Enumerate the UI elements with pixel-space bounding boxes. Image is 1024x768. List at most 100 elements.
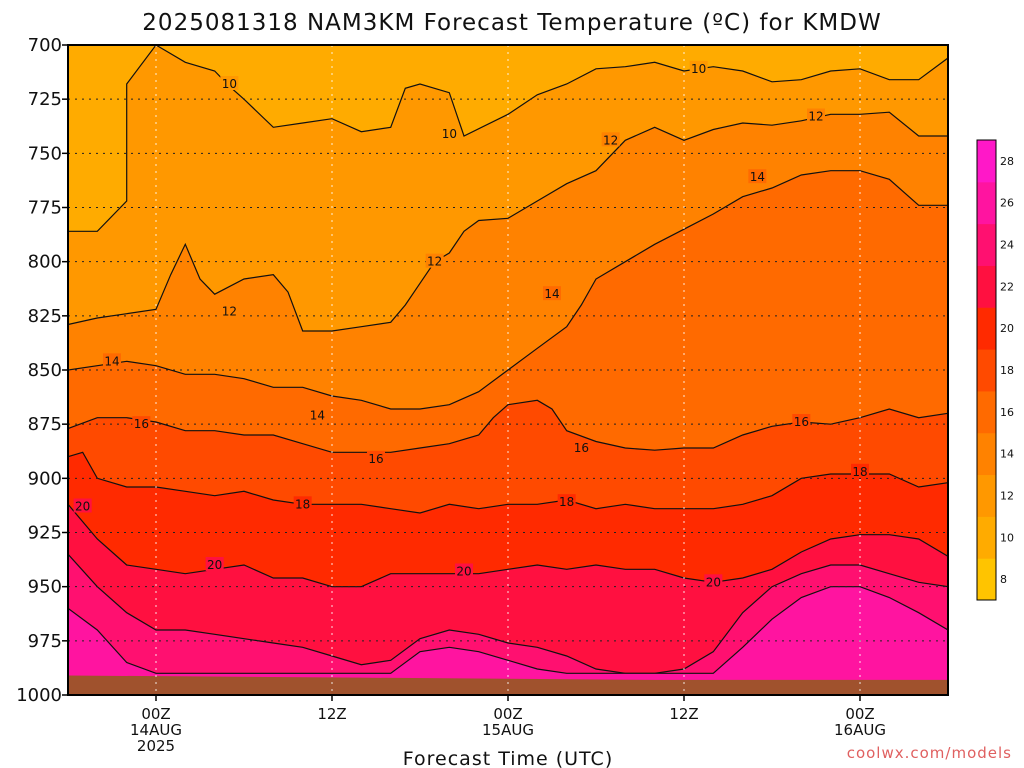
colorbar-tick-label: 16 [1000,406,1014,419]
contour-label: 14 [750,170,765,184]
contour-label-bg [572,440,591,454]
colorbar-segment [977,474,996,517]
contour-label: 10 [691,62,706,76]
contour-label: 12 [427,255,442,269]
colorbar-segment [977,432,996,476]
y-tick-label: 800 [28,252,62,273]
y-tick-label: 725 [28,89,62,110]
y-tick-label: 900 [28,468,62,489]
contour-label-bg [205,557,224,571]
colorbar-segment [977,307,996,350]
contour-label: 16 [574,441,589,455]
contour-label: 18 [559,495,574,509]
x-tick-label: 15AUG [482,721,534,739]
contour-label: 14 [544,287,559,301]
colorbar-segment [977,516,996,559]
contour-label-bg [851,463,869,478]
y-tick-label: 1000 [16,685,62,706]
y-axis: 700 725 750 775 800 825 850 875 900 925 950 975 1000 [16,35,68,706]
contour-label: 12 [808,110,823,124]
colorbar-segment [977,265,996,308]
contour-label-bg [220,303,239,318]
colorbar-segment [977,349,996,392]
contour-label-bg [425,253,444,268]
contour-label-bg [748,169,767,184]
x-tick-label: 00Z [845,705,874,723]
colorbar-tick-label: 12 [1000,489,1014,502]
contour-label: 10 [442,127,457,141]
contour-label: 16 [134,417,149,431]
colorbar-segment [977,558,996,601]
y-tick-label: 925 [28,523,62,544]
contour-label: 18 [295,497,310,511]
colorbar-segment [977,140,996,183]
contour-label: 20 [207,558,222,572]
colorbar-segment [977,390,996,434]
x-tick-label: 14AUG [130,721,182,739]
contour-label-bg [220,76,239,90]
x-tick-label: 00Z [493,705,522,723]
colorbar-tick-label: 14 [1000,448,1014,461]
contour-label: 12 [603,133,618,147]
x-tick-label: 2025 [137,737,175,755]
colorbar-segment [977,223,996,266]
contour-label-bg [367,450,385,465]
contour-label: 10 [222,77,237,91]
contour-label-bg [792,414,811,428]
colorbar-frame [976,139,997,601]
contour-label-bg [807,108,825,123]
contour-label: 16 [794,415,809,429]
contour-label: 18 [852,465,867,479]
contour-label-bg [293,496,312,511]
contour-labels: 10 10 10 12 12 12 12 14 14 14 14 16 16 16 16 18 18 18 20 20… [73,60,869,589]
colorbar-segment [977,181,996,225]
ground-fill [68,675,948,695]
colorbar-tick-label: 8 [1000,573,1007,586]
y-tick-label: 775 [28,198,62,219]
colorbar: 8 10 12 14 16 18 20 22 24 26 28 [976,139,1014,601]
colorbar-tick-label: 18 [1000,364,1014,377]
x-axis-label: Forecast Time (UTC) [403,748,613,768]
contour-label-bg [73,498,92,513]
y-tick-label: 750 [28,143,62,164]
contour-label: 20 [456,565,471,579]
contour-label-bg [689,60,708,75]
contour-label: 20 [75,500,90,514]
colorbar-tick-label: 26 [1000,197,1014,210]
contour-label: 14 [104,354,119,368]
contour-label: 20 [706,575,721,589]
contour-label-bg [704,574,723,589]
colorbar-tick-label: 24 [1000,239,1014,252]
y-tick-label: 950 [28,577,62,598]
contour-label: 16 [368,452,383,466]
ground-layer [68,675,948,695]
contour-label: 12 [222,305,237,319]
y-tick-label: 700 [28,35,62,56]
contour-label-bg [308,407,327,422]
contour-label-bg [132,416,151,431]
contour-label-bg [557,494,576,509]
x-tick-label: 00Z [141,705,170,723]
contour-label: 14 [310,409,325,423]
colorbar-tick-label: 28 [1000,155,1014,168]
contour-label-bg [455,563,473,578]
x-tick-label: 16AUG [834,721,886,739]
x-tick-label: 12Z [317,705,346,723]
y-tick-label: 825 [28,306,62,327]
colorbar-tick-label: 22 [1000,280,1014,293]
contour-band-24 [67,586,949,696]
contour-label-bg [601,132,620,147]
colorbar-tick-label: 20 [1000,322,1014,335]
contour-label-bg [440,125,459,140]
plot-area [67,44,949,696]
credit-link[interactable]: coolwx.com/models [847,744,1012,762]
contour-label-bg [543,286,561,301]
contour-label-bg [103,353,121,368]
y-tick-label: 850 [28,360,62,381]
chart-title: 2025081318 NAM3KM Forecast Temperature (… [142,10,881,36]
y-tick-label: 975 [28,631,62,652]
y-tick-label: 875 [28,414,62,435]
x-tick-label: 12Z [669,705,698,723]
